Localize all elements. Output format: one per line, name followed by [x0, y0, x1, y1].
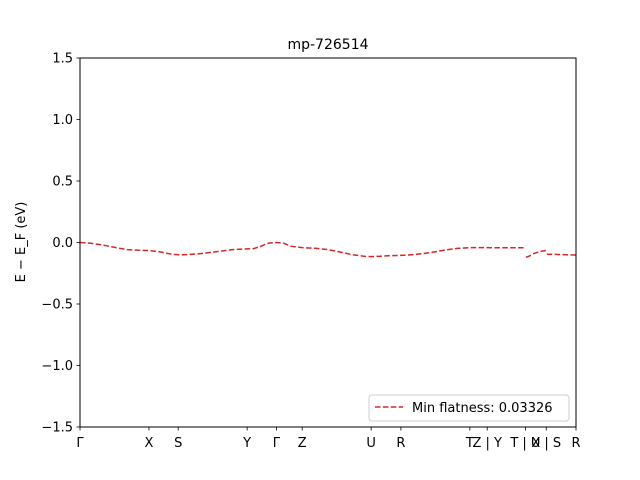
- x-tick-label: X: [144, 436, 153, 451]
- y-axis-label: E − E_F (eV): [14, 202, 29, 283]
- series-layer: [79, 241, 577, 258]
- series-line-segment: [79, 241, 526, 258]
- y-tick-label: −1.0: [41, 359, 73, 374]
- x-tick-label: X | S: [531, 436, 561, 451]
- series-line-segment: [525, 249, 547, 258]
- legend-box: [368, 394, 570, 422]
- legend: Min flatness: 0.03326: [368, 394, 570, 422]
- y-tick-label: −0.5: [41, 298, 73, 313]
- y-axis: −1.5 −1.0 −0.5 0.0 0.5 1.0 1.5: [41, 52, 80, 436]
- x-tick-label: Γ: [273, 436, 281, 451]
- chart-title: mp-726514: [287, 37, 368, 53]
- legend-label: Min flatness: 0.03326: [412, 401, 553, 416]
- x-tick-label: T | U: [509, 436, 540, 451]
- y-tick-label: 0.0: [52, 236, 73, 251]
- x-tick-label: Y: [242, 436, 251, 451]
- x-axis: Γ X S Y Γ Z U R TZ | Y T | UX | S R: [76, 427, 581, 451]
- x-tick-label: S: [174, 436, 182, 451]
- series-line-segment: [546, 253, 577, 256]
- x-tick-label: R: [396, 436, 405, 451]
- plot-frame: [79, 57, 577, 428]
- x-tick-label: Γ: [76, 436, 84, 451]
- y-tick-label: 1.0: [52, 113, 73, 128]
- y-tick-label: 0.5: [52, 175, 73, 190]
- y-tick-label: 1.5: [52, 52, 73, 67]
- x-tick-label: T: [465, 436, 474, 451]
- x-tick-label: Z | Y: [472, 436, 502, 451]
- y-tick-label: −1.5: [41, 421, 73, 436]
- x-tick-label: Z: [298, 436, 307, 451]
- x-tick-label: R: [571, 436, 580, 451]
- x-tick-label: U: [366, 436, 376, 451]
